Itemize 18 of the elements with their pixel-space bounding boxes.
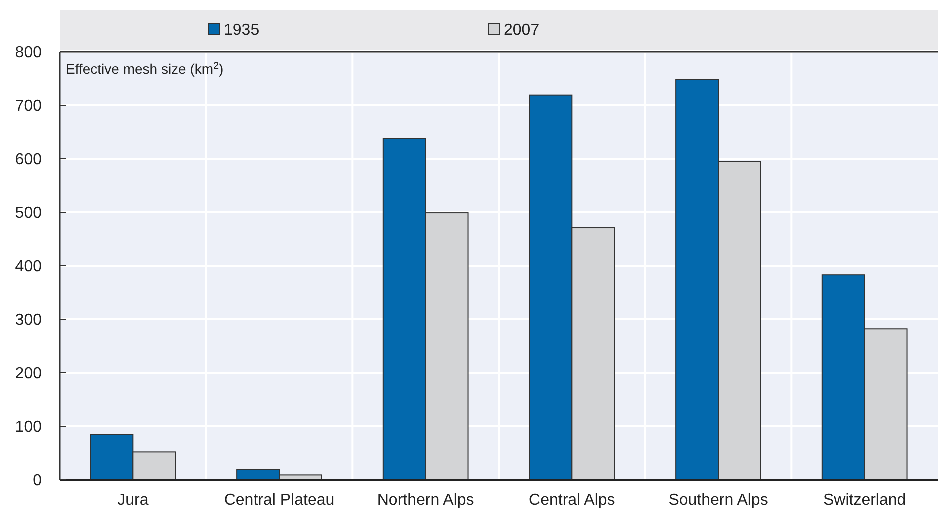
y-tick-label: 800 bbox=[15, 44, 42, 62]
y-tick-label: 400 bbox=[15, 258, 42, 276]
y-tick-label: 600 bbox=[15, 152, 42, 169]
legend-label: 2007 bbox=[504, 22, 540, 39]
y-tick-label: 700 bbox=[15, 98, 42, 116]
y-tick-label: 200 bbox=[15, 366, 42, 383]
x-tick-label: Central Alps bbox=[529, 492, 616, 509]
y-tick-label: 0 bbox=[33, 472, 42, 490]
x-tick-label: Northern Alps bbox=[377, 492, 474, 509]
x-tick-label: Southern Alps bbox=[668, 492, 768, 509]
x-tick-label: Jura bbox=[118, 492, 149, 509]
x-tick-label: Switzerland bbox=[823, 492, 906, 509]
y-tick-label: 100 bbox=[15, 419, 42, 436]
legend-label: 1935 bbox=[224, 22, 260, 39]
y-axis-title: Effective mesh size (km$^{2}$) bbox=[66, 60, 224, 77]
y-tick-label: 500 bbox=[15, 205, 42, 222]
x-tick-label: Central Plateau bbox=[224, 492, 335, 509]
y-tick-label: 300 bbox=[15, 312, 42, 330]
